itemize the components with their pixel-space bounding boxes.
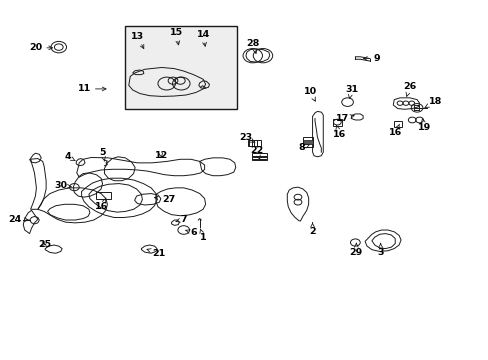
Text: 30: 30 xyxy=(54,181,72,190)
Bar xyxy=(125,26,237,109)
Text: 5: 5 xyxy=(99,148,105,161)
Bar xyxy=(248,140,260,146)
Text: 24: 24 xyxy=(9,215,28,224)
Text: 29: 29 xyxy=(349,243,362,257)
Text: 21: 21 xyxy=(147,249,165,258)
Text: 17: 17 xyxy=(335,114,353,123)
Text: 16: 16 xyxy=(388,124,401,137)
Text: 1: 1 xyxy=(200,229,206,242)
Text: 19: 19 xyxy=(417,118,430,132)
Text: 26: 26 xyxy=(403,82,416,96)
Text: 14: 14 xyxy=(196,30,209,46)
Text: 13: 13 xyxy=(131,32,144,49)
Text: 7: 7 xyxy=(176,215,186,224)
Bar xyxy=(96,192,111,199)
Text: 4: 4 xyxy=(64,152,75,161)
Text: 31: 31 xyxy=(344,85,357,98)
Bar xyxy=(393,121,401,127)
Text: 28: 28 xyxy=(246,39,260,53)
Bar xyxy=(302,137,312,147)
Text: 8: 8 xyxy=(298,143,309,152)
Text: 2: 2 xyxy=(308,223,315,236)
Text: 27: 27 xyxy=(154,195,175,204)
Text: 22: 22 xyxy=(249,146,263,159)
Text: 18: 18 xyxy=(424,97,442,108)
Text: 16: 16 xyxy=(332,126,345,139)
Bar xyxy=(251,153,267,160)
Text: 3: 3 xyxy=(377,243,383,257)
Text: 20: 20 xyxy=(30,43,52,52)
Text: 23: 23 xyxy=(239,132,255,143)
Text: 10: 10 xyxy=(303,87,316,101)
Text: 6: 6 xyxy=(185,228,196,237)
Text: 15: 15 xyxy=(169,28,183,45)
Text: 9: 9 xyxy=(363,54,379,63)
Bar xyxy=(302,140,312,144)
Text: 16: 16 xyxy=(95,198,108,211)
Bar xyxy=(332,118,341,126)
Text: 11: 11 xyxy=(78,84,106,93)
Text: 12: 12 xyxy=(154,151,167,160)
Text: 25: 25 xyxy=(38,240,51,249)
